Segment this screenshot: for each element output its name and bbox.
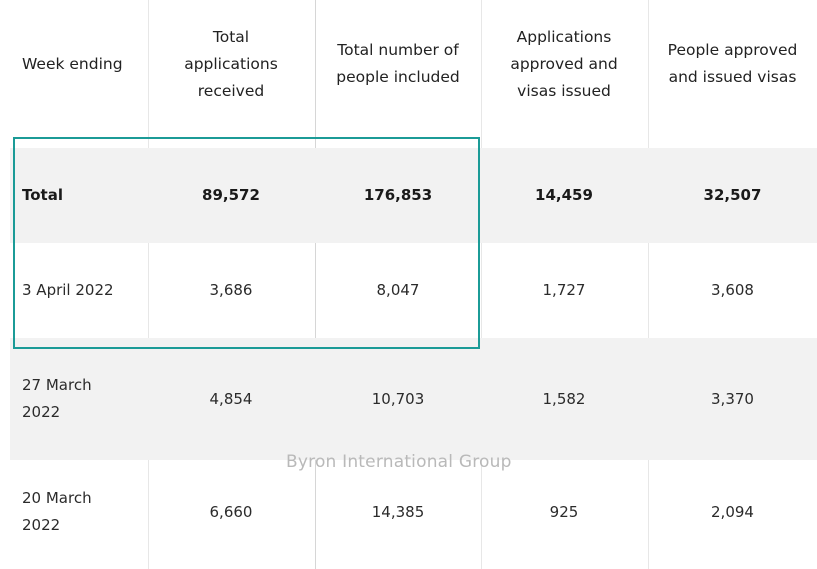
cell-week: 20 March 2022 <box>22 489 92 534</box>
table-row: 27 March 2022 4,854 10,703 1,582 3,370 <box>10 338 817 460</box>
table-row: 3 April 2022 3,686 8,047 1,727 3,608 <box>10 243 817 338</box>
column-divider <box>648 0 649 569</box>
header-total-applications: Total applications received <box>184 27 278 100</box>
cell-week: Total <box>22 186 63 204</box>
column-divider <box>315 0 316 569</box>
cell-people-included: 10,703 <box>371 389 425 408</box>
cell-week: 3 April 2022 <box>22 281 114 299</box>
cell-applications-received: 6,660 <box>209 502 253 521</box>
cell-people-approved: 32,507 <box>703 186 762 204</box>
cell-applications-received: 89,572 <box>202 186 260 204</box>
cell-applications-approved: 925 <box>549 502 579 521</box>
cell-people-included: 176,853 <box>363 186 433 204</box>
cell-applications-received: 3,686 <box>209 281 253 299</box>
cell-applications-approved: 1,582 <box>542 389 586 408</box>
header-week-ending: Week ending <box>22 54 123 73</box>
table-row-total: Total 89,572 176,853 14,459 32,507 <box>10 148 817 243</box>
cell-people-approved: 3,608 <box>711 281 754 299</box>
header-people-approved: People approved and issued visas <box>667 41 798 86</box>
cell-applications-received: 4,854 <box>209 389 253 408</box>
cell-applications-approved: 1,727 <box>542 281 586 299</box>
cell-week: 27 March 2022 <box>22 376 92 421</box>
header-applications-approved: Applications approved and visas issued <box>510 27 618 100</box>
table-row: 20 March 2022 6,660 14,385 925 2,094 <box>10 460 817 564</box>
cell-people-included: 14,385 <box>371 502 425 521</box>
cell-people-approved: 2,094 <box>711 502 754 521</box>
column-divider <box>148 0 149 569</box>
cell-people-approved: 3,370 <box>711 389 754 408</box>
cell-people-included: 8,047 <box>376 281 420 299</box>
header-total-people: Total number of people included <box>336 41 460 86</box>
cell-applications-approved: 14,459 <box>535 186 593 204</box>
table-header-row: Week ending Total applications received … <box>10 0 817 128</box>
column-divider <box>481 0 482 569</box>
